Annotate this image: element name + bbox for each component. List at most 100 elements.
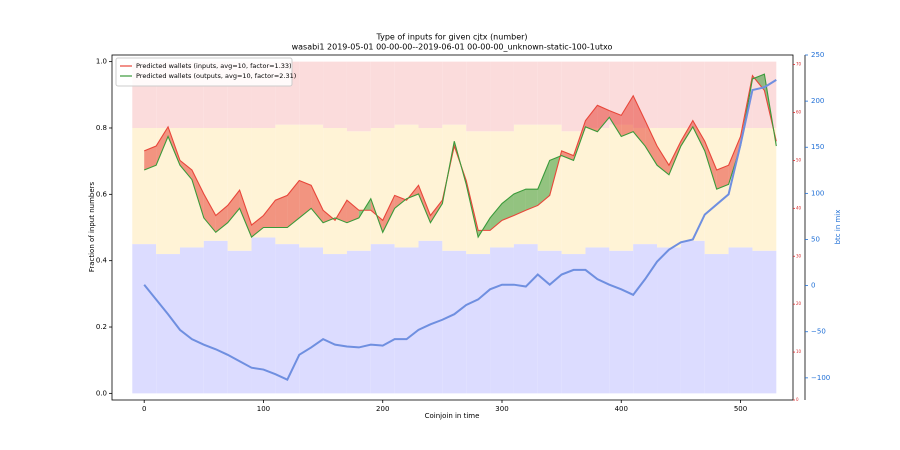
y3-tick-label: 0	[811, 282, 815, 290]
background-bar	[132, 127, 157, 245]
background-bar	[299, 247, 324, 394]
fill-between	[525, 189, 538, 211]
background-bar	[346, 61, 371, 132]
y-tick-label: 1.0	[96, 58, 107, 66]
background-bar	[370, 61, 395, 128]
background-bar	[704, 61, 729, 128]
background-bar	[179, 127, 204, 248]
fill-between	[537, 160, 550, 206]
fill-between	[203, 193, 216, 233]
chart-subtitle: wasabi1 2019-05-01 00-00-00--2019-06-01 …	[292, 43, 613, 52]
y-tick-label: 0.8	[96, 124, 107, 132]
background-bar	[657, 127, 681, 248]
fill-between	[239, 190, 252, 238]
background-bar	[680, 127, 705, 241]
background-bar	[394, 247, 419, 394]
fill-between	[597, 105, 610, 132]
fill-between	[585, 105, 598, 132]
x-tick-label: 400	[615, 405, 628, 413]
background-bar	[203, 240, 228, 394]
background-bar	[442, 124, 467, 251]
y2-tick-label: 60	[796, 110, 802, 115]
background-bar	[466, 61, 491, 132]
fill-between	[227, 190, 240, 223]
background-bar	[704, 127, 729, 255]
background-bar	[561, 254, 586, 394]
background-bar	[394, 124, 419, 248]
x-tick-label: 300	[495, 405, 508, 413]
background-bar	[513, 61, 538, 125]
chart-title: Type of inputs for given cjtx (number)	[375, 33, 527, 42]
x-tick-label: 200	[376, 405, 389, 413]
fill-between	[191, 170, 204, 218]
x-tick-label: 500	[734, 405, 747, 413]
x-tick-label: 100	[257, 405, 270, 413]
background-bar	[370, 244, 395, 394]
fill-between	[645, 120, 658, 166]
background-bar	[657, 247, 681, 394]
background-bar	[251, 237, 276, 394]
fill-between	[621, 95, 634, 137]
fill-between	[251, 215, 264, 238]
background-bar	[418, 240, 443, 394]
background-bar	[513, 124, 538, 245]
background-bar	[156, 127, 180, 255]
y-tick-label: 0.2	[96, 323, 107, 331]
background-bar	[323, 127, 347, 255]
background-bar	[537, 250, 562, 394]
fill-between	[263, 200, 276, 228]
fill-between	[299, 180, 312, 218]
fill-between	[501, 193, 514, 221]
background-bar	[323, 254, 347, 394]
fill-between	[418, 185, 431, 223]
fill-between	[704, 141, 717, 190]
background-bar	[132, 244, 157, 394]
x-axis-label: Coinjoin in time	[425, 412, 480, 420]
y-tick-label: 0.6	[96, 190, 108, 198]
y-axis-label: Fraction of input numbers	[88, 181, 96, 272]
fill-between	[179, 160, 192, 180]
fill-between	[609, 110, 622, 137]
fill-between	[692, 120, 705, 151]
plot-frame	[111, 54, 794, 401]
background-bar	[442, 250, 467, 394]
background-bar	[752, 250, 777, 394]
background-bar	[752, 61, 777, 128]
fill-between	[513, 189, 526, 216]
background-bar	[561, 61, 586, 132]
fill-between	[490, 203, 502, 231]
y3-axis-label: btc in mix	[834, 210, 842, 245]
background-bar	[418, 61, 443, 128]
fill-between	[311, 185, 324, 223]
y-tick-label: 0.4	[96, 257, 108, 265]
legend-label: Predicted wallets (outputs, avg=10, fact…	[136, 72, 296, 80]
data-line	[143, 79, 777, 382]
background-bar	[323, 61, 347, 128]
fill-between	[394, 195, 407, 209]
x-tick-label: 0	[142, 405, 146, 413]
fill-between	[346, 200, 359, 223]
y3-tick-label: −50	[811, 328, 826, 336]
y2-tick-label: 0	[796, 397, 799, 402]
fill-between	[680, 120, 693, 147]
background-bar	[466, 254, 491, 394]
y3-tick-label: 150	[811, 143, 824, 151]
y2-tick-label: 30	[796, 253, 802, 258]
background-bar	[490, 61, 514, 132]
background-bar	[442, 61, 467, 125]
background-bar	[227, 250, 252, 394]
y3-tick-label: −100	[811, 374, 830, 382]
y3-tick-label: 100	[811, 189, 824, 197]
background-bar	[561, 131, 586, 255]
background-bar	[490, 131, 514, 248]
background-bar	[490, 247, 514, 394]
background-bar	[633, 244, 658, 394]
y2-tick-label: 70	[796, 62, 802, 67]
y-tick-label: 0.0	[96, 389, 107, 397]
background-bar	[680, 61, 705, 128]
background-bar	[418, 127, 443, 241]
legend-label: Predicted wallets (inputs, avg=10, facto…	[136, 62, 292, 70]
background-bar	[585, 127, 610, 248]
background-bar	[179, 247, 204, 394]
background-bar	[609, 250, 634, 394]
